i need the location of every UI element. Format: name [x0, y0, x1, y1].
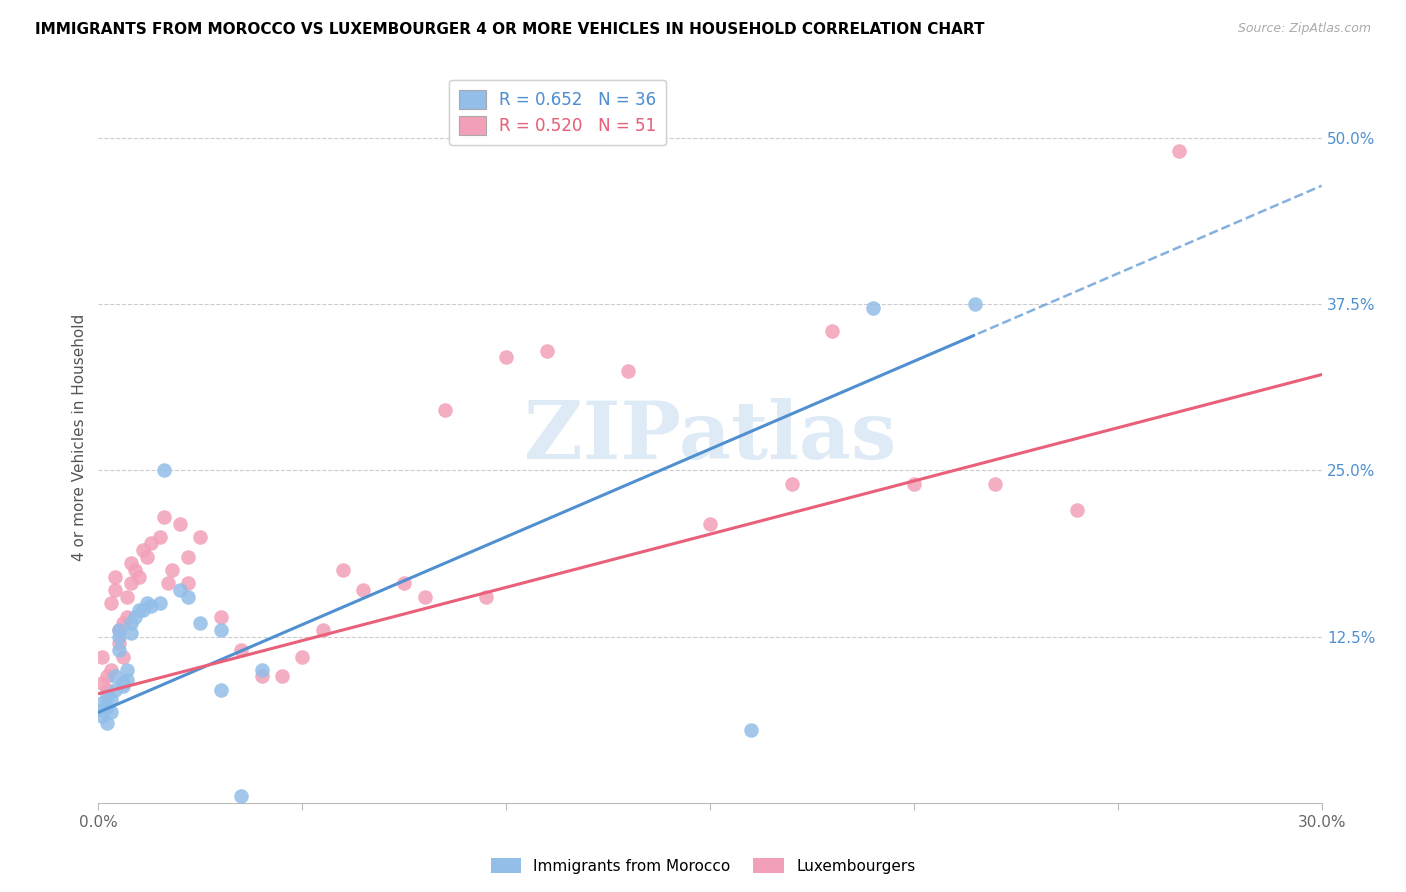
Point	[536, 343, 558, 358]
Point	[115, 663, 138, 677]
Text: ZIPatlas: ZIPatlas	[524, 398, 896, 476]
Point	[188, 530, 212, 544]
Point	[136, 549, 159, 564]
Point	[115, 590, 138, 604]
Point	[312, 623, 335, 637]
Point	[115, 609, 138, 624]
Point	[91, 709, 114, 723]
Text: Source: ZipAtlas.com: Source: ZipAtlas.com	[1237, 22, 1371, 36]
Point	[96, 682, 118, 697]
Point	[177, 576, 200, 591]
Point	[120, 576, 142, 591]
Point	[152, 509, 174, 524]
Point	[108, 643, 131, 657]
Point	[120, 625, 142, 640]
Point	[984, 476, 1007, 491]
Point	[100, 706, 122, 720]
Point	[209, 623, 232, 637]
Point	[100, 692, 122, 706]
Point	[108, 623, 131, 637]
Point	[91, 649, 114, 664]
Point	[152, 463, 174, 477]
Point	[128, 603, 150, 617]
Point	[250, 669, 273, 683]
Legend: Immigrants from Morocco, Luxembourgers: Immigrants from Morocco, Luxembourgers	[485, 852, 921, 880]
Point	[332, 563, 354, 577]
Point	[495, 351, 517, 365]
Point	[231, 789, 253, 804]
Point	[120, 616, 142, 631]
Point	[474, 590, 498, 604]
Point	[104, 682, 127, 697]
Point	[104, 582, 127, 597]
Point	[91, 703, 114, 717]
Point	[209, 682, 232, 697]
Point	[156, 576, 179, 591]
Point	[104, 570, 127, 584]
Point	[108, 623, 131, 637]
Point	[111, 676, 134, 690]
Point	[111, 649, 134, 664]
Point	[141, 599, 163, 613]
Point	[96, 700, 118, 714]
Point	[965, 297, 987, 311]
Point	[169, 516, 191, 531]
Point	[352, 582, 374, 597]
Point	[96, 716, 118, 731]
Point	[108, 636, 131, 650]
Point	[780, 476, 803, 491]
Point	[434, 403, 457, 417]
Point	[149, 596, 172, 610]
Point	[132, 603, 155, 617]
Point	[617, 363, 640, 377]
Point	[169, 582, 191, 597]
Point	[100, 663, 122, 677]
Point	[862, 301, 884, 315]
Point	[188, 616, 212, 631]
Point	[821, 324, 844, 338]
Point	[1066, 503, 1088, 517]
Point	[699, 516, 721, 531]
Point	[91, 696, 114, 710]
Point	[100, 596, 122, 610]
Point	[209, 609, 232, 624]
Point	[132, 543, 155, 558]
Point	[108, 630, 131, 644]
Point	[250, 663, 273, 677]
Point	[231, 643, 253, 657]
Point	[149, 530, 172, 544]
Legend: R = 0.652   N = 36, R = 0.520   N = 51: R = 0.652 N = 36, R = 0.520 N = 51	[450, 79, 666, 145]
Point	[291, 649, 314, 664]
Point	[124, 609, 146, 624]
Point	[96, 669, 118, 683]
Point	[740, 723, 762, 737]
Point	[903, 476, 925, 491]
Point	[96, 690, 118, 704]
Point	[136, 596, 159, 610]
Point	[111, 616, 134, 631]
Y-axis label: 4 or more Vehicles in Household: 4 or more Vehicles in Household	[72, 313, 87, 561]
Point	[177, 549, 200, 564]
Point	[91, 676, 114, 690]
Point	[128, 570, 150, 584]
Point	[270, 669, 294, 683]
Point	[124, 563, 146, 577]
Point	[104, 669, 127, 683]
Point	[111, 679, 134, 693]
Point	[141, 536, 163, 550]
Point	[115, 673, 138, 688]
Point	[160, 563, 183, 577]
Point	[120, 557, 142, 571]
Point	[392, 576, 416, 591]
Point	[177, 590, 200, 604]
Point	[1167, 144, 1189, 158]
Text: IMMIGRANTS FROM MOROCCO VS LUXEMBOURGER 4 OR MORE VEHICLES IN HOUSEHOLD CORRELAT: IMMIGRANTS FROM MOROCCO VS LUXEMBOURGER …	[35, 22, 984, 37]
Point	[413, 590, 436, 604]
